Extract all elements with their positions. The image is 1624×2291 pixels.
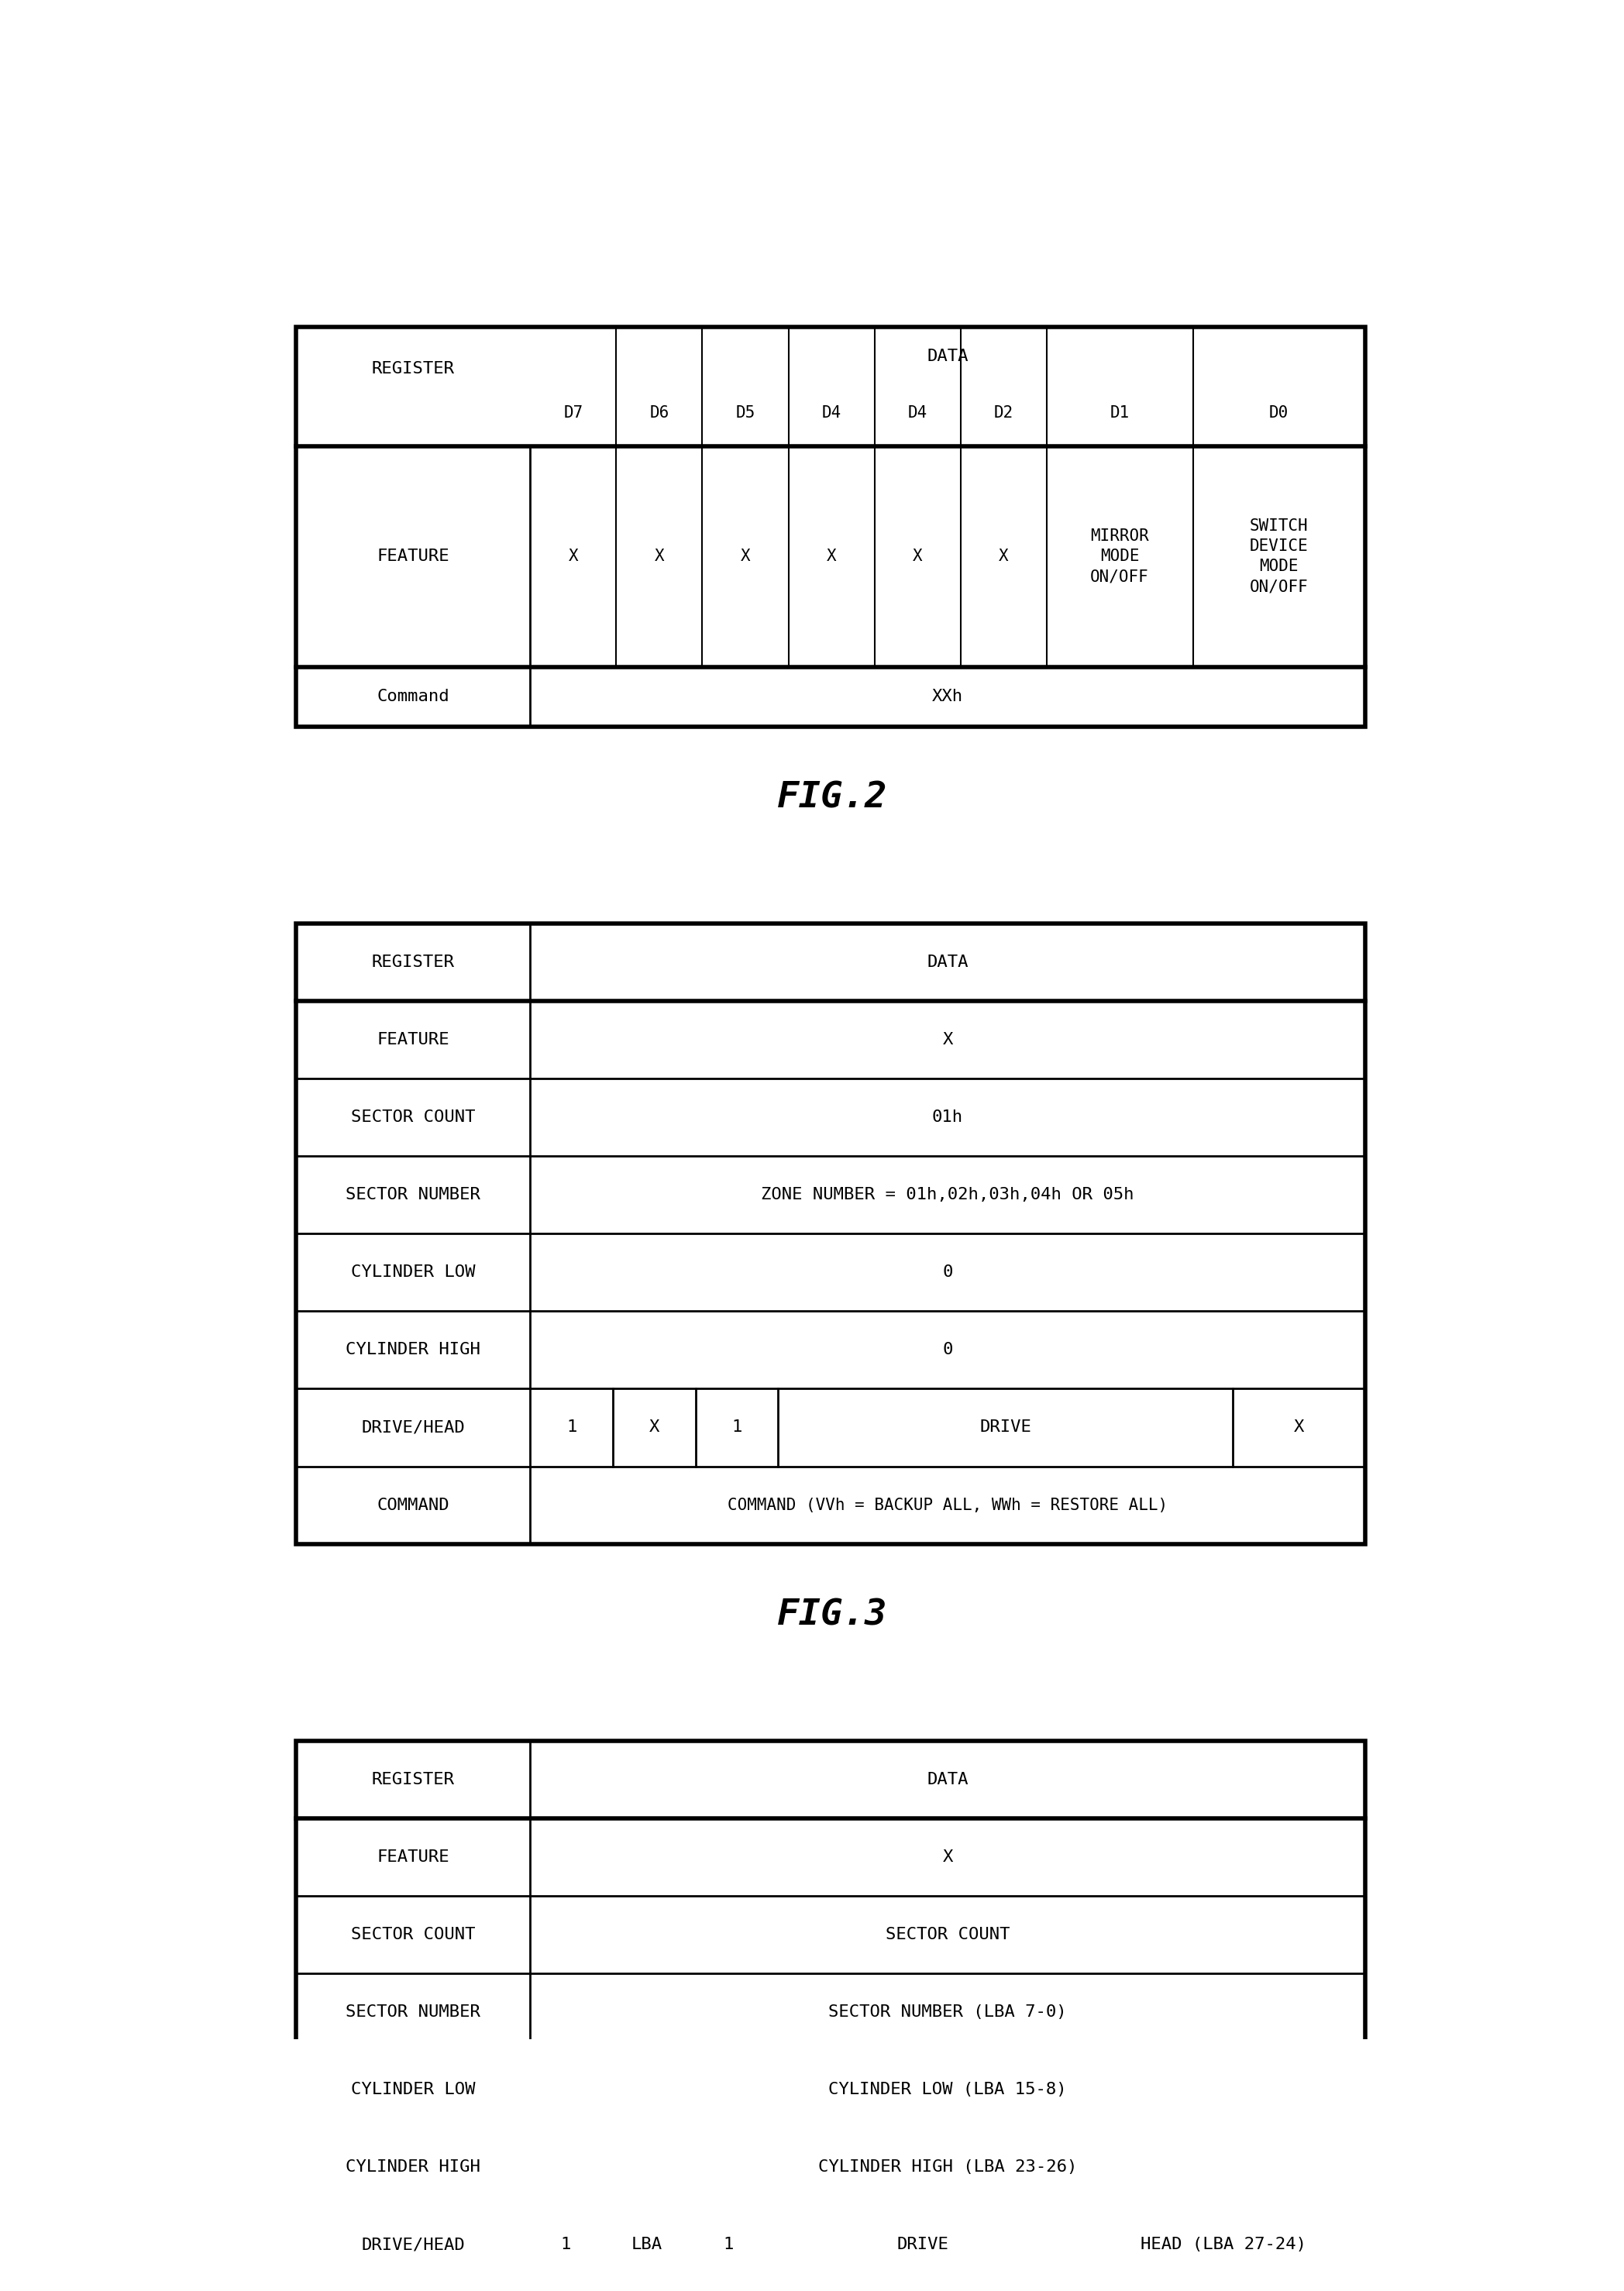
- Text: DRIVE: DRIVE: [896, 2236, 948, 2252]
- Text: Command: Command: [377, 690, 450, 703]
- Text: HEAD (LBA 27-24): HEAD (LBA 27-24): [1140, 2236, 1306, 2252]
- Text: CYLINDER LOW: CYLINDER LOW: [351, 2083, 476, 2099]
- Text: X: X: [568, 550, 578, 564]
- Text: 1: 1: [560, 2236, 570, 2252]
- Text: SECTOR COUNT: SECTOR COUNT: [351, 1109, 476, 1125]
- Text: COMMAND: COMMAND: [377, 1498, 450, 1512]
- Text: D0: D0: [1268, 406, 1289, 422]
- Bar: [296, 328, 1364, 726]
- Text: FIG.3: FIG.3: [778, 1599, 887, 1633]
- Text: SECTOR NUMBER (LBA 7-0): SECTOR NUMBER (LBA 7-0): [828, 2005, 1067, 2021]
- Text: CYLINDER HIGH (LBA 23-26): CYLINDER HIGH (LBA 23-26): [818, 2160, 1077, 2174]
- Text: SECTOR COUNT: SECTOR COUNT: [351, 1927, 476, 1943]
- Text: X: X: [942, 1849, 953, 1865]
- Text: 01h: 01h: [932, 1109, 963, 1125]
- Bar: [296, 1741, 1364, 2291]
- Text: 1: 1: [723, 2236, 734, 2252]
- Text: X: X: [1294, 1420, 1304, 1434]
- Text: REGISTER: REGISTER: [372, 1771, 455, 1787]
- Text: D1: D1: [1109, 406, 1129, 422]
- Text: DATA: DATA: [927, 955, 968, 969]
- Text: FIG.2: FIG.2: [778, 781, 887, 816]
- Text: SECTOR NUMBER: SECTOR NUMBER: [346, 1187, 481, 1203]
- Text: COMMAND (VVh = BACKUP ALL, WWh = RESTORE ALL): COMMAND (VVh = BACKUP ALL, WWh = RESTORE…: [728, 1498, 1168, 1512]
- Text: DRIVE/HEAD: DRIVE/HEAD: [362, 1420, 464, 1434]
- Text: CYLINDER LOW (LBA 15-8): CYLINDER LOW (LBA 15-8): [828, 2083, 1067, 2099]
- Text: 1: 1: [732, 1420, 742, 1434]
- Text: SWITCH
DEVICE
MODE
ON/OFF: SWITCH DEVICE MODE ON/OFF: [1249, 518, 1309, 596]
- Text: 0: 0: [942, 1265, 953, 1281]
- Text: X: X: [999, 550, 1009, 564]
- Text: DRIVE/HEAD: DRIVE/HEAD: [362, 2236, 464, 2252]
- Text: D4: D4: [822, 406, 841, 422]
- Text: 1: 1: [567, 1420, 577, 1434]
- Text: DATA: DATA: [927, 1771, 968, 1787]
- Text: D5: D5: [736, 406, 755, 422]
- Text: XXh: XXh: [932, 690, 963, 703]
- Text: FEATURE: FEATURE: [377, 1031, 450, 1047]
- Text: FEATURE: FEATURE: [377, 550, 450, 564]
- Text: D7: D7: [564, 406, 583, 422]
- Text: X: X: [741, 550, 750, 564]
- Text: X: X: [654, 550, 664, 564]
- Text: D2: D2: [994, 406, 1013, 422]
- Text: REGISTER: REGISTER: [372, 955, 455, 969]
- Text: CYLINDER LOW: CYLINDER LOW: [351, 1265, 476, 1281]
- Text: FEATURE: FEATURE: [377, 1849, 450, 1865]
- Text: X: X: [827, 550, 836, 564]
- Text: X: X: [650, 1420, 659, 1434]
- Text: 0: 0: [942, 1343, 953, 1359]
- Text: D6: D6: [650, 406, 669, 422]
- Text: LBA: LBA: [632, 2236, 663, 2252]
- Text: REGISTER: REGISTER: [372, 362, 455, 376]
- Text: DATA: DATA: [927, 348, 968, 364]
- Text: X: X: [942, 1031, 953, 1047]
- Text: D4: D4: [908, 406, 927, 422]
- Text: CYLINDER HIGH: CYLINDER HIGH: [346, 1343, 481, 1359]
- Text: ZONE NUMBER = 01h,02h,03h,04h OR 05h: ZONE NUMBER = 01h,02h,03h,04h OR 05h: [762, 1187, 1134, 1203]
- Text: SECTOR NUMBER: SECTOR NUMBER: [346, 2005, 481, 2021]
- Text: MIRROR
MODE
ON/OFF: MIRROR MODE ON/OFF: [1090, 529, 1150, 584]
- Text: CYLINDER HIGH: CYLINDER HIGH: [346, 2160, 481, 2174]
- Text: DRIVE: DRIVE: [979, 1420, 1031, 1434]
- Bar: [296, 923, 1364, 1544]
- Text: SECTOR COUNT: SECTOR COUNT: [885, 1927, 1010, 1943]
- Text: X: X: [913, 550, 922, 564]
